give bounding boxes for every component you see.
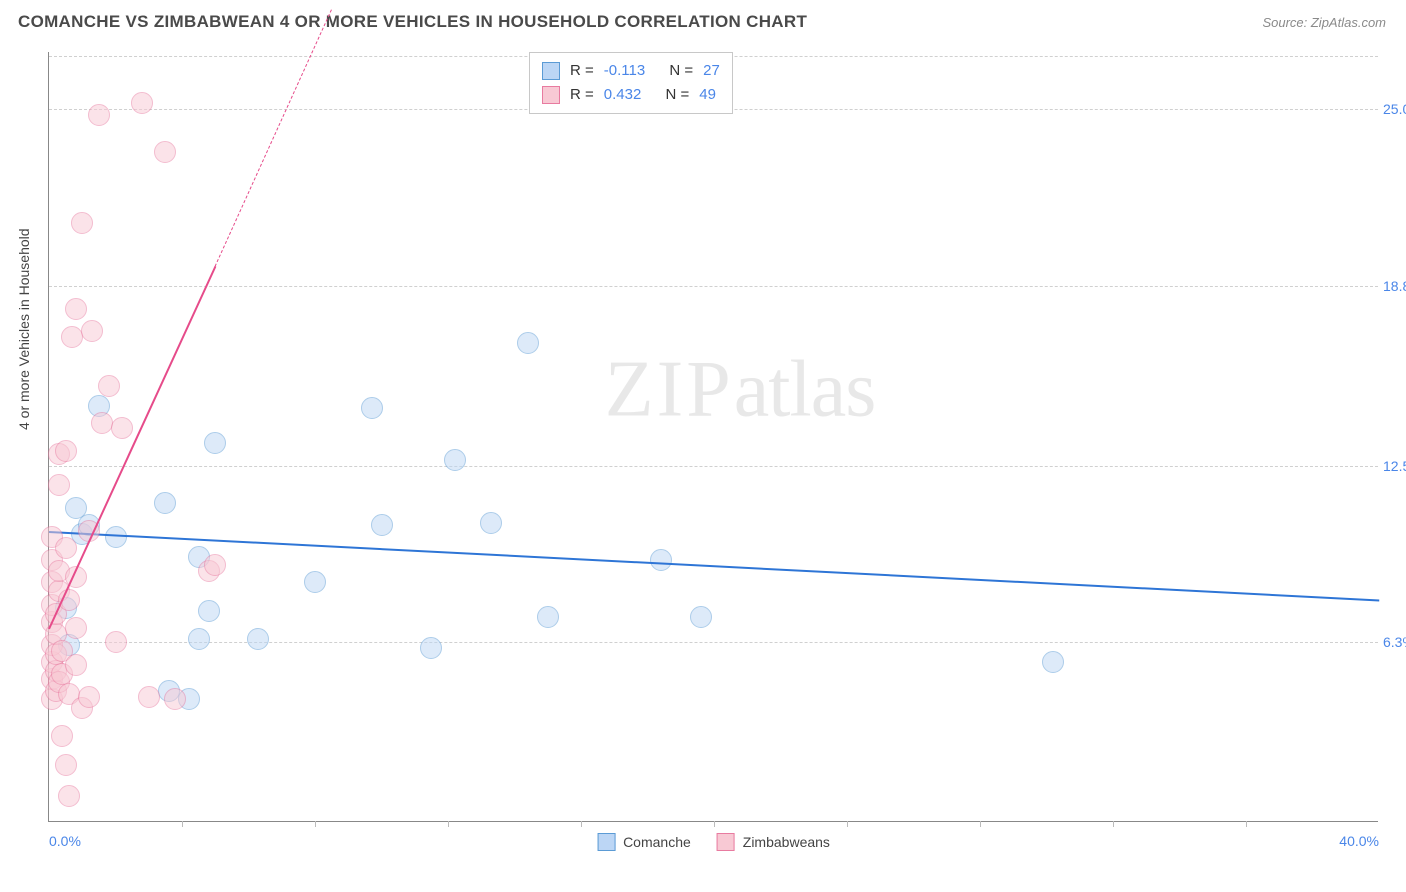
data-point [78, 686, 100, 708]
swatch-zimbabweans [542, 86, 560, 104]
x-minor-tick [980, 821, 981, 827]
swatch-comanche [542, 62, 560, 80]
header-bar: COMANCHE VS ZIMBABWEAN 4 OR MORE VEHICLE… [0, 0, 1406, 40]
x-minor-tick [182, 821, 183, 827]
y-axis-label: 4 or more Vehicles in Household [16, 228, 32, 430]
x-minor-tick [1113, 821, 1114, 827]
gridline-h [49, 466, 1378, 467]
data-point [247, 628, 269, 650]
series-legend: Comanche Zimbabweans [597, 833, 830, 851]
n-value-comanche: 27 [703, 59, 720, 83]
y-tick-label: 25.0% [1383, 101, 1406, 117]
data-point [131, 92, 153, 114]
data-point [204, 432, 226, 454]
data-point [91, 412, 113, 434]
y-tick-label: 6.3% [1383, 634, 1406, 650]
gridline-h [49, 286, 1378, 287]
trend-line [215, 10, 332, 267]
data-point [51, 725, 73, 747]
data-point [98, 375, 120, 397]
data-point [55, 537, 77, 559]
data-point [71, 212, 93, 234]
data-point [138, 686, 160, 708]
x-minor-tick [714, 821, 715, 827]
x-tick-label: 0.0% [49, 833, 81, 849]
data-point [48, 474, 70, 496]
data-point [55, 440, 77, 462]
data-point [198, 600, 220, 622]
data-point [690, 606, 712, 628]
data-point [58, 785, 80, 807]
data-point [111, 417, 133, 439]
data-point [480, 512, 502, 534]
data-point [61, 326, 83, 348]
data-point [304, 571, 326, 593]
data-point [164, 688, 186, 710]
y-tick-label: 18.8% [1383, 278, 1406, 294]
r-value-zimbabweans: 0.432 [604, 83, 642, 107]
legend-swatch-zimbabweans [717, 833, 735, 851]
x-minor-tick [581, 821, 582, 827]
data-point [88, 104, 110, 126]
x-minor-tick [448, 821, 449, 827]
x-tick-label: 40.0% [1339, 833, 1379, 849]
data-point [420, 637, 442, 659]
data-point [154, 492, 176, 514]
legend-swatch-comanche [597, 833, 615, 851]
chart-title: COMANCHE VS ZIMBABWEAN 4 OR MORE VEHICLE… [18, 12, 807, 32]
stats-row-zimbabweans: R = 0.432 N = 49 [542, 83, 720, 107]
data-point [65, 298, 87, 320]
x-minor-tick [1246, 821, 1247, 827]
r-value-comanche: -0.113 [604, 59, 645, 83]
legend-item-comanche: Comanche [597, 833, 691, 851]
data-point [204, 554, 226, 576]
legend-label-zimbabweans: Zimbabweans [743, 834, 830, 850]
legend-label-comanche: Comanche [623, 834, 691, 850]
x-minor-tick [315, 821, 316, 827]
data-point [55, 754, 77, 776]
source-attribution: Source: ZipAtlas.com [1262, 15, 1386, 30]
data-point [537, 606, 559, 628]
data-point [105, 631, 127, 653]
data-point [517, 332, 539, 354]
y-tick-label: 12.5% [1383, 458, 1406, 474]
data-point [1042, 651, 1064, 673]
data-point [65, 654, 87, 676]
data-point [188, 628, 210, 650]
data-point [444, 449, 466, 471]
trend-line [49, 531, 1379, 601]
plot-area: ZIPatlas 6.3%12.5%18.8%25.0%0.0%40.0% R … [48, 52, 1378, 822]
data-point [371, 514, 393, 536]
legend-item-zimbabweans: Zimbabweans [717, 833, 830, 851]
plot-canvas: 6.3%12.5%18.8%25.0%0.0%40.0% [49, 52, 1378, 821]
n-value-zimbabweans: 49 [699, 83, 716, 107]
data-point [650, 549, 672, 571]
data-point [154, 141, 176, 163]
x-minor-tick [847, 821, 848, 827]
data-point [81, 320, 103, 342]
stats-legend: R = -0.113 N = 27 R = 0.432 N = 49 [529, 52, 733, 114]
data-point [361, 397, 383, 419]
data-point [65, 617, 87, 639]
stats-row-comanche: R = -0.113 N = 27 [542, 59, 720, 83]
